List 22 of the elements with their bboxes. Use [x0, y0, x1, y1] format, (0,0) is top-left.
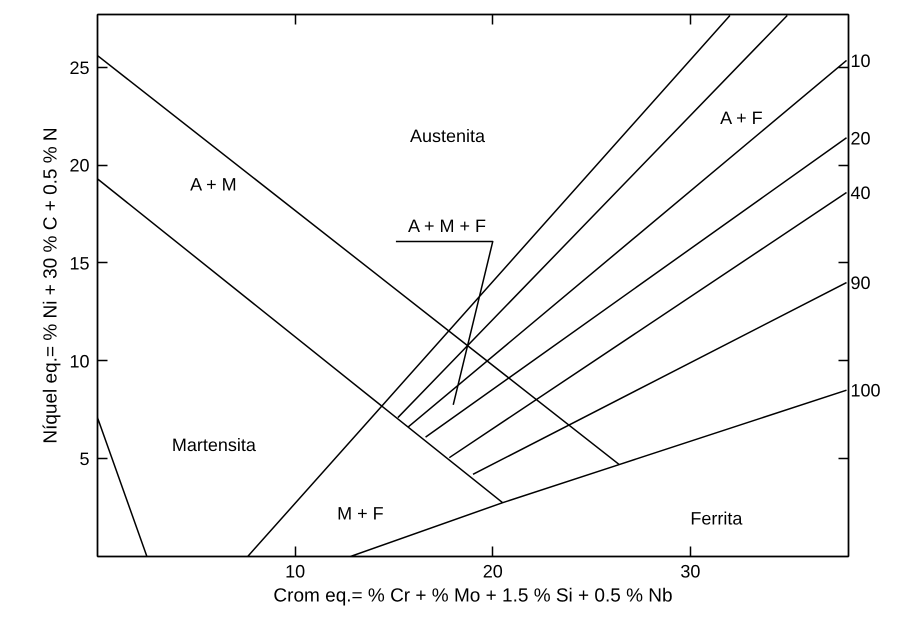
- x-tick-label: 30: [680, 562, 700, 582]
- y-tick-label: 10: [69, 351, 90, 372]
- y-tick-label: 15: [69, 254, 90, 274]
- legend-label: 90: [850, 273, 871, 294]
- annotation: Ferrita: [690, 508, 744, 529]
- legend-label: 40: [850, 183, 871, 204]
- y-axis-title: Níquel eq.= % Ni + 30 % C + 0.5 % N: [40, 127, 62, 444]
- series-label: 20: [850, 128, 871, 148]
- annotation: Austenita: [410, 126, 486, 146]
- annotation: Martensita: [172, 434, 257, 455]
- y-tick-label: 5: [79, 449, 90, 470]
- y-tick-label: 20: [69, 156, 90, 176]
- annotation: M + F: [337, 504, 384, 524]
- legend-label: 100: [850, 380, 881, 401]
- y-tick-label: 25: [69, 58, 90, 78]
- annotation: A + M: [190, 174, 237, 195]
- x-tick-label: 10: [285, 562, 306, 582]
- series-label: 10: [850, 50, 871, 71]
- x-tick-label: 20: [482, 562, 503, 582]
- annotation: A + M + F: [408, 216, 486, 236]
- x-axis-title: Crom eq.= % Cr + % Mo + 1.5 % Si + 0.5 % Nb: [273, 586, 673, 606]
- annotation: A + F: [720, 108, 763, 128]
